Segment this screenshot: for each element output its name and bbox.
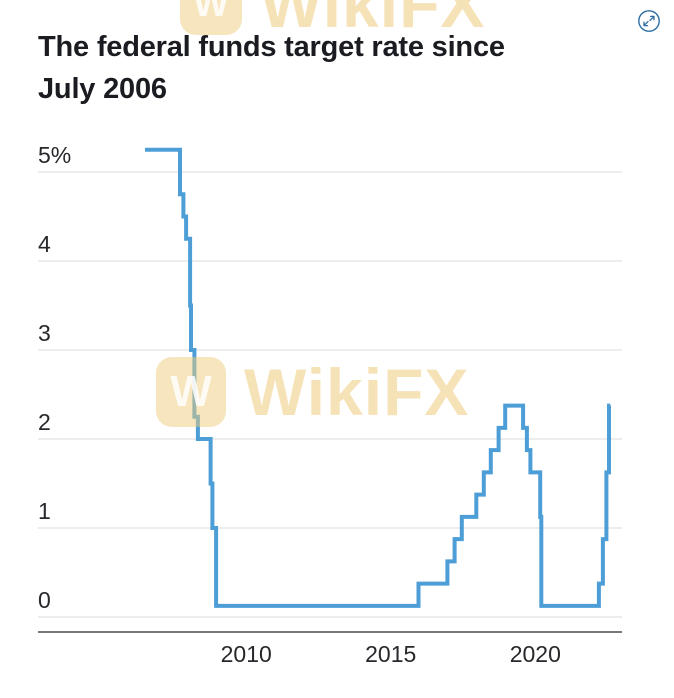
- page-title: The federal funds target rate since July…: [38, 26, 610, 111]
- svg-text:2015: 2015: [365, 641, 416, 667]
- expand-arrows-icon: [638, 10, 660, 32]
- svg-text:2020: 2020: [510, 641, 561, 667]
- page-title-line2: July 2006: [38, 73, 167, 106]
- svg-text:0: 0: [38, 587, 51, 613]
- svg-text:2: 2: [38, 409, 51, 435]
- svg-text:2010: 2010: [221, 641, 272, 667]
- svg-text:3: 3: [38, 320, 51, 346]
- svg-text:5%: 5%: [38, 142, 71, 168]
- chart-area: 0 1 2 3 4 5% 2010 2015 2020: [0, 128, 674, 698]
- federal-funds-rate-chart: 0 1 2 3 4 5% 2010 2015 2020: [38, 142, 622, 667]
- svg-text:4: 4: [38, 231, 51, 257]
- expand-icon[interactable]: [637, 9, 661, 33]
- svg-text:1: 1: [38, 498, 51, 524]
- page-title-line1: The federal funds target rate since: [38, 31, 505, 63]
- wikifx-logo-glyph: W: [193, 0, 229, 25]
